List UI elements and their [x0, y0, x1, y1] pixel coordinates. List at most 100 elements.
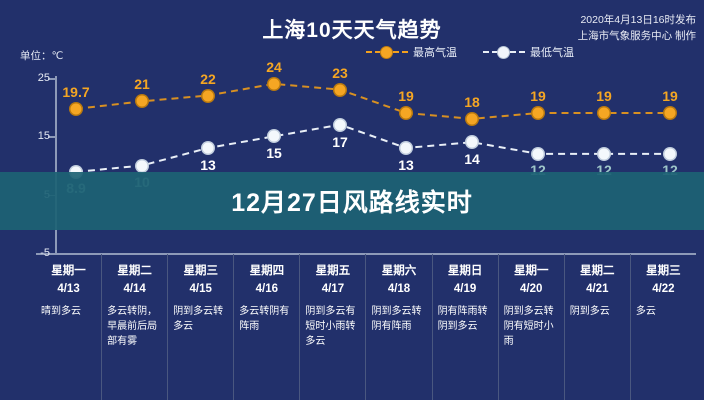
legend-label-high: 最高气温 [413, 47, 457, 59]
publish-info: 2020年4月13日16时发布 上海市气象服务中心 制作 [578, 12, 696, 44]
forecast-column[interactable]: 星期一 4/20 阴到多云转阴有短时小雨 [497, 254, 564, 400]
y-axis-tick-label: 15 [37, 130, 50, 143]
forecast-date: 4/18 [387, 283, 411, 295]
forecast-description: 阴到多云转阴有短时小雨 [503, 306, 554, 347]
publish-time: 2020年4月13日16时发布 [580, 14, 696, 26]
data-point-high [466, 113, 478, 125]
y-axis-tick [48, 78, 56, 80]
data-point-high [268, 78, 280, 90]
data-label-high: 22 [200, 70, 216, 87]
forecast-description: 阴到多云转阴有阵雨 [371, 306, 422, 332]
data-point-low [334, 119, 346, 131]
data-label-low: 17 [332, 133, 348, 150]
forecast-column[interactable]: 星期六 4/18 阴到多云转阴有阵雨 [365, 254, 431, 400]
forecast-table: 星期一 4/13 晴到多云 星期二 4/14 多云转阴，早晨前后局部有雾 星期三 4/15 阴到… [36, 254, 696, 400]
forecast-column[interactable]: 星期五 4/17 阴到多云有短时小雨转多云 [299, 254, 365, 400]
forecast-column[interactable]: 星期一 4/13 晴到多云 [36, 254, 101, 400]
forecast-weekday: 星期三 [646, 265, 681, 277]
data-label-high: 19 [530, 88, 546, 104]
data-point-low [598, 148, 610, 160]
unit-label: 单位：℃ [20, 50, 64, 62]
x-axis-line [36, 253, 696, 255]
data-point-low [400, 142, 412, 154]
forecast-date: 4/19 [453, 283, 477, 295]
forecast-column[interactable]: 星期三 4/22 多云 [629, 254, 696, 400]
forecast-date: 4/16 [255, 283, 279, 295]
forecast-column[interactable]: 星期四 4/16 多云转阴有阵雨 [233, 254, 299, 400]
data-point-high [400, 107, 412, 119]
data-point-low [532, 148, 544, 160]
data-point-low [268, 130, 280, 142]
data-label-low: 13 [200, 157, 216, 173]
y-axis-tick-label: -5 [40, 247, 50, 259]
y-axis-tick [48, 136, 56, 138]
forecast-weekday: 星期日 [447, 265, 483, 277]
forecast-description: 多云转阴，早晨前后局部有雾 [107, 306, 158, 347]
forecast-description: 阴到多云有短时小雨转多云 [305, 306, 356, 347]
forecast-weekday: 星期一 [513, 265, 549, 277]
data-point-high [202, 90, 214, 101]
overlay-banner-text: 12月27日风路线实时 [231, 189, 473, 217]
forecast-date: 4/20 [520, 283, 543, 295]
forecast-date: 4/13 [57, 283, 80, 295]
forecast-weekday: 星期一 [51, 265, 86, 277]
page-title: 上海10天天气趋势 [262, 19, 442, 42]
data-label-high: 19 [596, 88, 612, 104]
forecast-date: 4/15 [189, 283, 212, 295]
forecast-column[interactable]: 星期二 4/14 多云转阴，早晨前后局部有雾 [101, 254, 167, 400]
data-label-high: 18 [464, 93, 480, 110]
legend-item-low: 最低气温 [483, 44, 574, 60]
forecast-column[interactable]: 星期日 4/19 阴有阵雨转阴到多云 [431, 254, 498, 400]
forecast-description: 阴到多云转多云 [173, 306, 224, 332]
data-label-high: 21 [134, 76, 150, 93]
forecast-weekday: 星期三 [183, 265, 218, 277]
forecast-date: 4/17 [321, 283, 345, 295]
data-point-high [664, 107, 676, 119]
chart-legend: 最高气温 最低气温 [366, 44, 574, 60]
forecast-description: 多云转阴有阵雨 [239, 306, 290, 332]
data-point-high [334, 84, 346, 96]
data-point-high [136, 95, 148, 107]
legend-dot-high-icon [381, 47, 392, 58]
data-label-high: 24 [266, 58, 282, 75]
data-point-low [136, 160, 148, 171]
data-label-high: 19 [398, 88, 414, 104]
legend-line-low-icon [483, 47, 525, 58]
forecast-column[interactable]: 星期三 4/15 阴到多云转多云 [167, 254, 233, 400]
legend-dot-low-icon [498, 47, 509, 58]
data-point-low [664, 148, 676, 160]
forecast-description: 晴到多云 [41, 306, 81, 317]
data-label-low: 15 [266, 145, 282, 162]
data-label-high: 19 [662, 88, 678, 104]
forecast-weekday: 星期四 [249, 265, 285, 277]
overlay-banner [0, 172, 704, 230]
data-point-low [202, 142, 214, 154]
forecast-date: 4/22 [652, 283, 675, 295]
forecast-description: 阴有阵雨转阴到多云 [437, 306, 488, 332]
legend-label-low: 最低气温 [530, 47, 574, 59]
forecast-weekday: 星期六 [381, 265, 417, 277]
y-axis-tick-label: 25 [37, 72, 50, 84]
data-point-low [466, 136, 478, 148]
data-label-high: 19.7 [62, 83, 90, 100]
data-label-high: 23 [332, 64, 348, 81]
forecast-date: 4/21 [586, 283, 609, 295]
data-label-low: 13 [398, 157, 414, 173]
y-axis-tick [48, 253, 56, 255]
forecast-description: 多云 [635, 306, 656, 317]
publisher-name: 上海市气象服务中心 制作 [577, 30, 696, 42]
forecast-weekday: 星期二 [580, 265, 615, 277]
data-point-high [70, 103, 82, 115]
y-axis-line [55, 76, 57, 254]
forecast-date: 4/14 [123, 283, 146, 295]
forecast-weekday: 星期五 [315, 265, 351, 277]
forecast-column[interactable]: 星期二 4/21 阴到多云 [563, 254, 630, 400]
forecast-weekday: 星期二 [117, 265, 152, 277]
legend-line-high-icon [366, 47, 408, 58]
forecast-description: 阴到多云 [569, 306, 610, 317]
data-point-high [598, 107, 610, 119]
data-point-high [532, 107, 544, 119]
legend-item-high: 最高气温 [366, 44, 457, 60]
data-label-low: 14 [464, 151, 480, 168]
